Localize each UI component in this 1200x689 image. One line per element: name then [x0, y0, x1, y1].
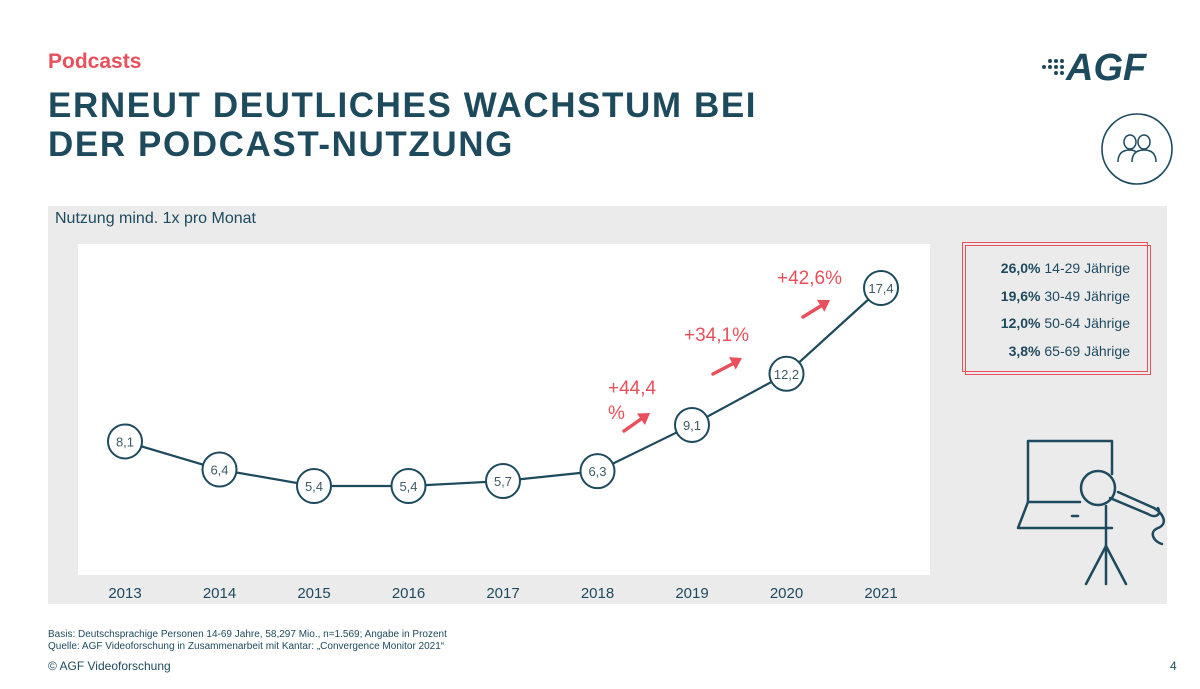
age-breakdown-frame-offset — [965, 245, 1151, 375]
growth-annotation: +44,4 — [608, 378, 657, 399]
growth-arrow-head — [728, 357, 742, 370]
data-label: 6,3 — [588, 464, 606, 479]
x-tick-label: 2019 — [675, 585, 708, 602]
data-point — [296, 468, 332, 504]
data-label: 6,4 — [210, 463, 228, 478]
age-breakdown-list: 26,0% 14-29 Jährige 19,6% 30-49 Jährige … — [1001, 258, 1130, 368]
data-point — [107, 423, 143, 460]
agf-logo: AGF — [1042, 47, 1148, 88]
plot-area: 8,1 6,4 5,4 5,4 5,7 6,3 9,1 12,2 17,4 2013 2014 201… — [78, 244, 930, 602]
age-row-label: 65-69 Jährige — [1044, 342, 1130, 359]
growth-annotation: +42,6% — [777, 268, 842, 289]
growth-arrow-shaft — [801, 302, 826, 319]
growth-arrow-shaft — [622, 415, 646, 433]
growth-arrow-head — [816, 299, 830, 312]
page-number: 4 — [1170, 659, 1177, 673]
data-label: 5,4 — [399, 479, 417, 494]
age-breakdown-frame — [962, 242, 1148, 372]
panel-label: Nutzung mind. 1x pro Monat — [55, 210, 256, 227]
age-row-value: 26,0% — [1000, 260, 1041, 276]
age-row-value: 3,8% — [1008, 342, 1041, 359]
footnote-basis: Basis: Deutschsprachige Personen 14-69 J… — [48, 629, 447, 640]
data-label: 9,1 — [683, 418, 701, 433]
x-tick-label: 2017 — [486, 585, 519, 602]
data-label: 8,1 — [116, 434, 134, 449]
growth-arrow-shaft — [711, 360, 738, 376]
growth-annotation: +34,1% — [684, 325, 749, 346]
age-row-label: 30-49 Jährige — [1044, 287, 1130, 304]
age-row-label: 50-64 Jährige — [1044, 315, 1130, 331]
age-row-value: 19,6% — [1000, 287, 1041, 304]
footnote-source: Quelle: AGF Videoforschung in Zusammenar… — [48, 641, 445, 652]
data-label: 5,4 — [305, 479, 323, 494]
age-row: 26,0% 14-29 Jährige — [1001, 258, 1130, 286]
growth-annotation-suffix: % — [608, 403, 625, 424]
x-tick-label: 2013 — [108, 585, 141, 602]
data-point — [390, 468, 427, 504]
x-tick-label: 2020 — [770, 585, 803, 602]
x-tick-label: 2014 — [203, 585, 236, 602]
data-point — [201, 451, 238, 488]
age-row-label: 14-29 Jährige — [1044, 260, 1130, 276]
x-tick-label: 2018 — [581, 585, 614, 602]
x-tick-label: 2016 — [392, 585, 425, 602]
data-label: 5,7 — [494, 474, 512, 489]
age-row: 19,6% 30-49 Jährige — [1001, 286, 1130, 314]
age-breakdown-box: 26,0% 14-29 Jährige 19,6% 30-49 Jährige … — [962, 242, 1151, 375]
usage-line-chart: 8,1 6,4 5,4 5,4 5,7 6,3 9,1 12,2 17,4 2013 2014 201… — [107, 268, 899, 602]
section-kicker: Podcasts — [48, 50, 142, 73]
x-tick-label: 2015 — [297, 585, 330, 602]
growth-arrow-head — [636, 413, 650, 426]
data-point — [674, 406, 710, 443]
microphone-laptop-icon — [1016, 439, 1166, 586]
age-row: 3,8% 65-69 Jährige — [1001, 341, 1130, 369]
people-icon — [1101, 113, 1173, 185]
copyright: © AGF Videoforschung — [48, 659, 171, 673]
data-point — [768, 355, 805, 392]
data-label: 12,2 — [774, 367, 799, 382]
page-title-line-2: DER PODCAST-NUTZUNG — [48, 125, 514, 164]
data-point — [485, 463, 521, 500]
data-point — [579, 453, 616, 490]
page-title-line-1: ERNEUT DEUTLICHES WACHSTUM BEI — [48, 86, 758, 125]
data-label: 17,4 — [868, 281, 893, 296]
age-row-value: 12,0% — [1000, 315, 1041, 331]
page-title: ERNEUT DEUTLICHES WACHSTUM BEI DER PODCA… — [48, 86, 948, 164]
data-point — [863, 270, 899, 306]
series-line — [124, 287, 882, 488]
age-row: 12,0% 50-64 Jährige — [1001, 313, 1130, 341]
agf-logo-text: AGF — [1065, 47, 1148, 88]
x-tick-label: 2021 — [864, 585, 897, 602]
